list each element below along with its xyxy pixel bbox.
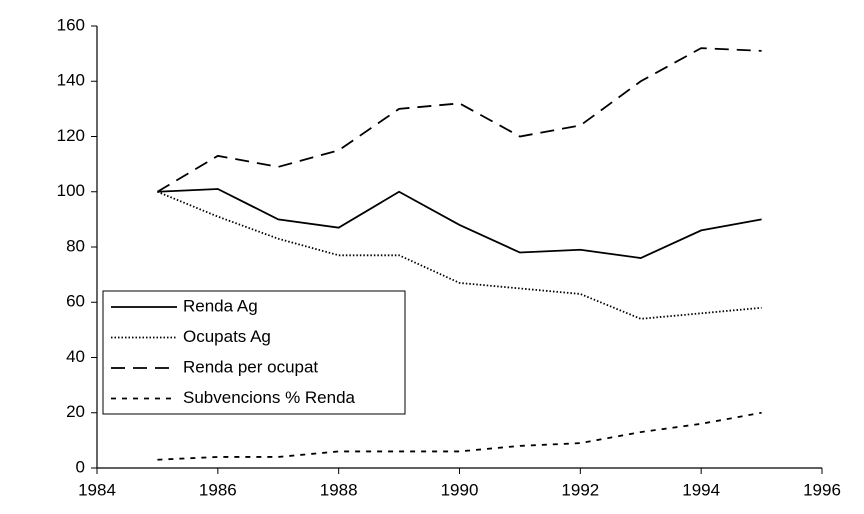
y-tick-label: 120 [57,126,85,145]
series-line [157,188,762,259]
x-tick-label: 1984 [78,480,116,499]
series-line [157,190,762,320]
x-tick-label: 1994 [682,480,720,499]
y-tick-label: 60 [66,292,85,311]
y-tick-label: 20 [66,402,85,421]
legend-label: Ocupats Ag [183,327,271,346]
legend-label: Renda per ocupat [183,357,318,376]
series-line [156,47,762,193]
legend-box [102,290,406,415]
x-tick-label: 1988 [320,480,358,499]
legend-label: Renda Ag [183,296,258,315]
y-tick-label: 40 [66,347,85,366]
y-tick-label: 140 [57,71,85,90]
x-tick-label: 1996 [803,480,841,499]
x-tick-label: 1986 [199,480,237,499]
legend-label: Subvencions % Renda [183,388,356,407]
y-tick-label: 80 [66,236,85,255]
y-tick-label: 160 [57,15,85,34]
series-line [157,411,762,461]
y-tick-label: 0 [76,457,85,476]
x-tick-label: 1990 [441,480,479,499]
x-tick-label: 1992 [561,480,599,499]
y-tick-label: 100 [57,181,85,200]
